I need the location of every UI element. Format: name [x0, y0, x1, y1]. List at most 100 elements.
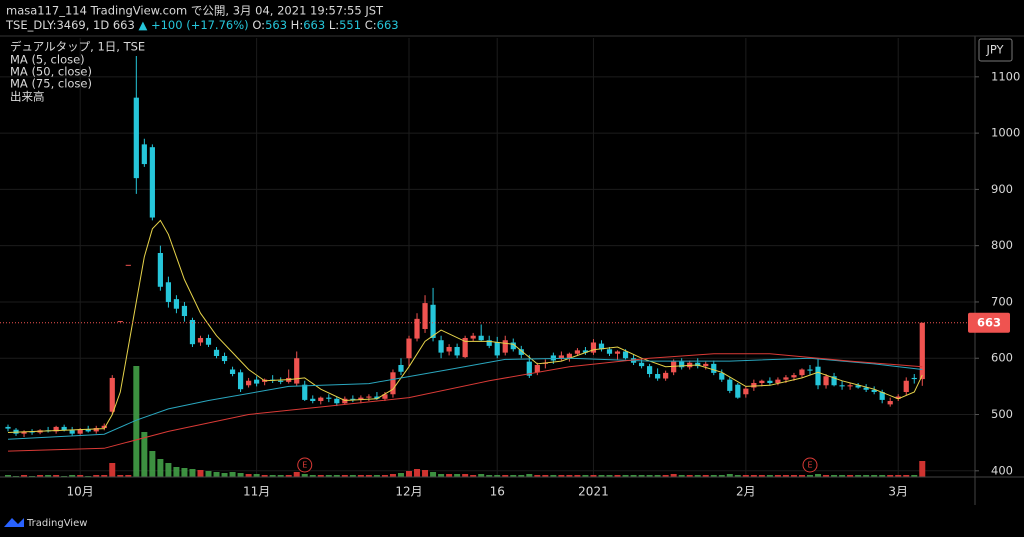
last-price-badge: [968, 312, 1010, 333]
candle-body: [53, 426, 59, 432]
candle-body: [919, 322, 925, 380]
volume-bar: [422, 470, 429, 477]
volume-bar: [895, 475, 902, 477]
volume-bar: [5, 475, 11, 477]
y-tick-label: 1000: [991, 126, 1020, 140]
volume-bar: [598, 475, 605, 477]
candle-body: [526, 361, 532, 376]
candle-body: [173, 299, 180, 309]
volume-bar: [133, 366, 140, 477]
volume-bar: [269, 475, 276, 477]
event-label: E: [302, 461, 307, 470]
volume-bar: [726, 474, 733, 477]
volume-bar: [855, 475, 862, 477]
y-tick-label: 600: [991, 351, 1013, 365]
x-tick-label: 11月: [243, 485, 270, 499]
volume-bar: [101, 475, 108, 477]
volume-bar: [229, 472, 236, 477]
candle-body: [358, 397, 364, 400]
candle-body: [446, 346, 452, 352]
candle-body: [69, 430, 75, 434]
candle-body: [823, 376, 829, 386]
volume-bar: [333, 475, 340, 477]
volume-bar: [438, 474, 445, 477]
candle-body: [719, 372, 725, 380]
volume-bar: [301, 474, 308, 477]
volume-bar: [798, 475, 805, 477]
candle-body: [911, 377, 917, 380]
volume-bar: [341, 475, 348, 477]
y-tick-label: 700: [991, 294, 1013, 308]
candle-body: [109, 377, 115, 412]
volume-bar: [285, 475, 292, 477]
candle-body: [414, 318, 420, 339]
volume-bar: [430, 472, 437, 477]
volume-bar: [317, 475, 324, 477]
volume-bar: [766, 475, 773, 477]
candle-body: [181, 305, 188, 317]
candle-body: [510, 342, 516, 350]
volume-bar: [646, 475, 653, 477]
volume-bar: [454, 474, 461, 477]
volume-bar: [77, 475, 84, 477]
candle-body: [302, 384, 308, 400]
legend-entry: MA (50, close): [10, 65, 92, 79]
volume-bar: [518, 475, 525, 477]
volume-bar: [742, 475, 749, 477]
candle-body: [695, 362, 701, 367]
currency-box[interactable]: [978, 38, 1013, 62]
candle-body: [799, 369, 805, 376]
volume-bar: [494, 475, 501, 477]
o-label: O:: [252, 18, 265, 32]
candle-body: [502, 340, 508, 353]
candle-body: [61, 426, 67, 431]
volume-bar: [181, 468, 188, 477]
candle-body: [574, 350, 581, 354]
volume-bar: [189, 469, 196, 477]
candle-body: [77, 429, 83, 434]
volume-bar: [502, 475, 509, 477]
y-tick-label: 1100: [991, 69, 1020, 83]
candle-body: [679, 361, 685, 368]
candle-body: [903, 380, 909, 393]
volume-bar: [558, 475, 565, 477]
last-price-label: 663: [977, 315, 1001, 329]
candle-body: [558, 355, 564, 359]
volume-bar: [919, 461, 926, 477]
h-label: H:: [291, 18, 304, 32]
volume-bar: [871, 475, 878, 477]
candle-body: [374, 396, 380, 399]
volume-bar: [815, 474, 822, 477]
volume-bar: [21, 475, 28, 477]
candle-body: [743, 388, 749, 395]
logo-icon: [4, 518, 24, 527]
candle-body: [671, 361, 677, 373]
candle-body: [598, 343, 605, 350]
candle-body: [278, 380, 284, 382]
x-tick-label: 12月: [395, 485, 422, 499]
candle-body: [438, 340, 444, 353]
currency: JPY: [985, 43, 1004, 57]
legend-entry: MA (5, close): [10, 53, 85, 67]
candle-body: [759, 380, 765, 384]
candle-body: [711, 363, 717, 373]
candle-body: [254, 379, 260, 384]
candle-body: [221, 355, 228, 362]
candle-body: [879, 392, 885, 400]
volume-bar: [574, 475, 581, 477]
candle-body: [398, 364, 404, 372]
volume-bar: [662, 475, 669, 477]
ma-line: [7, 219, 923, 433]
y-tick-label: 800: [991, 238, 1013, 252]
change: ▲ +100 (+17.76%): [138, 18, 248, 32]
volume-bar: [774, 475, 781, 477]
h: 663: [303, 18, 325, 32]
candle-body: [21, 431, 27, 434]
volume-bar: [758, 475, 765, 477]
legend-entry: 出来高: [10, 90, 45, 104]
legend-title: デュアルタップ, 1日, TSE: [10, 40, 145, 54]
y-tick-label: 400: [991, 463, 1013, 477]
volume-bar: [630, 475, 637, 477]
candle-body: [478, 335, 484, 341]
